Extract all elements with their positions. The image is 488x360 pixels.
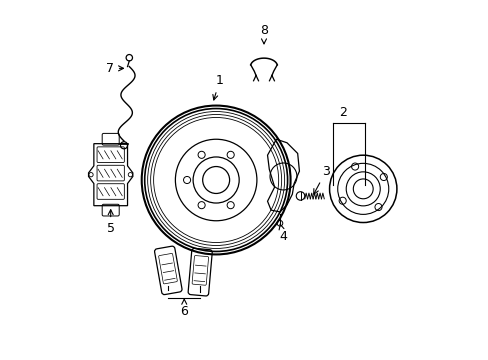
- Text: 3: 3: [313, 165, 329, 194]
- Text: 4: 4: [279, 224, 287, 243]
- Text: 2: 2: [338, 106, 346, 119]
- Text: 6: 6: [180, 299, 188, 318]
- Text: 8: 8: [260, 24, 267, 44]
- Text: 1: 1: [212, 74, 223, 100]
- Text: 7: 7: [105, 62, 123, 75]
- Text: 5: 5: [106, 210, 115, 235]
